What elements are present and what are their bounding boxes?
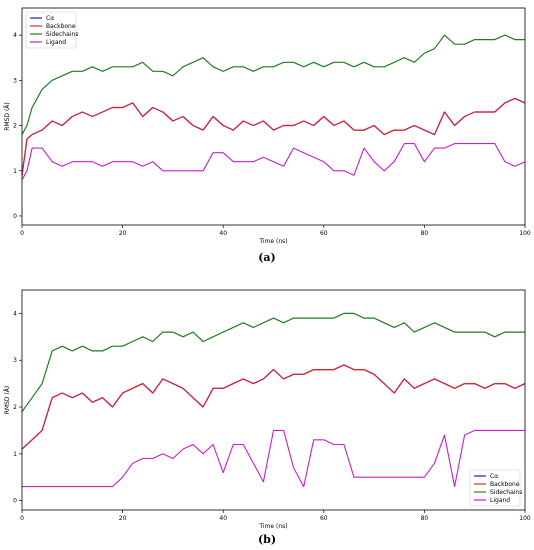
- y-tick-label: 0: [13, 498, 17, 505]
- x-tick-label: 60: [320, 515, 328, 522]
- legend-entry-ligand: Ligand: [490, 497, 510, 504]
- x-axis-label: Time (ns): [258, 523, 287, 530]
- chart-panel-a: 0 20 40 60 80 100 0 1 2 3 4 Time (ns) RMSD (Å) CαBack…: [4, 7, 531, 264]
- legend-box: [25, 11, 77, 49]
- series-line-calpha: [21, 364, 526, 450]
- x-tick-label: 80: [421, 515, 429, 522]
- panel-label: (b): [258, 533, 276, 546]
- chart-panel-b: 0 20 40 60 80 100 0 1 2 3 4 Time (ns) RMSD (Å) CαBack…: [4, 289, 531, 546]
- x-tick-label: 20: [119, 230, 127, 237]
- plot-frame: [21, 7, 526, 226]
- panel-label: (a): [258, 251, 276, 264]
- series-line-sidechains: [21, 34, 525, 135]
- x-tick-label: 80: [421, 230, 429, 237]
- y-tick-label: 2: [13, 404, 17, 411]
- legend-entry-calpha: Cα: [490, 473, 498, 480]
- legend-entry-calpha: Cα: [46, 15, 54, 22]
- x-tick-label: 0: [20, 230, 24, 237]
- plot-frame: [21, 289, 526, 511]
- series-line-backbone: [21, 364, 526, 450]
- x-tick-label: 40: [219, 515, 227, 522]
- series-line-ligand: [21, 143, 526, 181]
- y-tick-label: 3: [13, 357, 17, 364]
- y-tick-label: 4: [13, 32, 17, 39]
- legend-entry-backbone: Backbone: [46, 23, 76, 30]
- x-tick-label: 40: [219, 230, 227, 237]
- y-tick-label: 1: [13, 168, 17, 175]
- y-tick-label: 4: [13, 310, 17, 317]
- y-tick-label: 3: [13, 77, 17, 84]
- series-line-ligand: [22, 429, 525, 488]
- x-tick-label: 60: [320, 230, 328, 237]
- y-axis-label: RMSD (Å): [4, 386, 11, 414]
- x-axis-label: Time (ns): [258, 238, 287, 245]
- y-tick-label: 0: [13, 213, 17, 220]
- y-tick-label: 2: [13, 123, 17, 130]
- legend-entry-sidechains: Sidechains: [490, 489, 522, 496]
- legend-entry-ligand: Ligand: [46, 39, 66, 46]
- x-tick-label: 100: [519, 230, 531, 237]
- y-tick-label: 1: [13, 451, 17, 458]
- x-tick-label: 20: [119, 515, 127, 522]
- legend-entry-backbone: Backbone: [490, 481, 520, 488]
- legend-box: [469, 469, 521, 507]
- series-line-sidechains: [21, 312, 525, 413]
- y-axis-label: RMSD (Å): [4, 102, 11, 130]
- series-line-backbone: [21, 97, 526, 176]
- x-tick-label: 0: [20, 515, 24, 522]
- x-tick-label: 100: [519, 515, 531, 522]
- legend-entry-sidechains: Sidechains: [46, 31, 78, 38]
